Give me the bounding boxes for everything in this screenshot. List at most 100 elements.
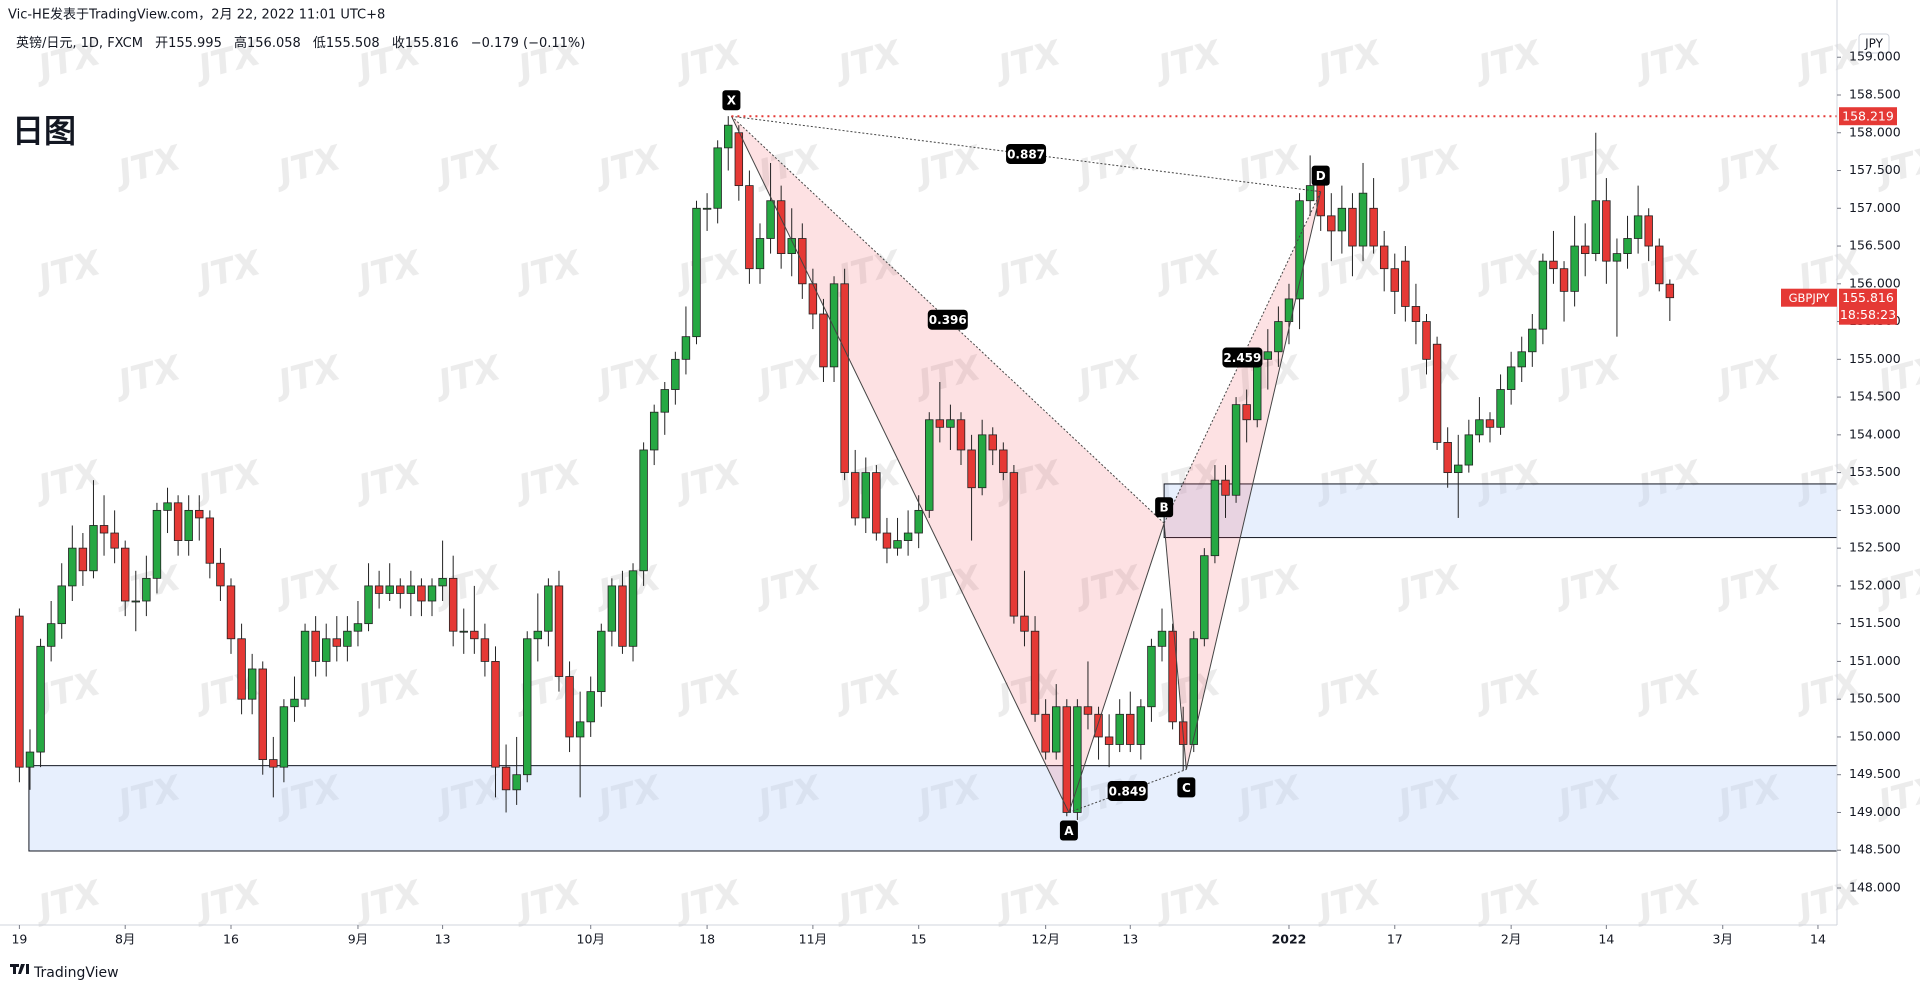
candle-body (89, 525, 98, 572)
x-tick-label: 18 (699, 932, 715, 947)
candle-body (1274, 321, 1283, 353)
candle-body (396, 585, 405, 594)
candle-body (1104, 736, 1114, 745)
candle-body (1221, 479, 1230, 496)
candle-body (861, 472, 870, 519)
y-tick-label: 156.000 (1849, 275, 1901, 290)
candle-body (702, 207, 712, 210)
candle-body (470, 630, 479, 640)
y-tick-label: 152.500 (1849, 540, 1901, 555)
candle-body (639, 449, 648, 572)
x-tick-label: 11月 (799, 932, 827, 947)
x-tick-label: 3月 (1713, 932, 1733, 947)
candle-body (1020, 615, 1029, 632)
y-tick-label: 149.000 (1849, 804, 1901, 819)
pattern-point-label: C (1182, 781, 1191, 795)
candle-body (131, 600, 140, 603)
candle-body (1189, 638, 1198, 745)
candle-body (1612, 253, 1622, 262)
x-tick-label: 9月 (348, 932, 368, 947)
candle-body (120, 547, 130, 602)
x-tick-label: 14 (1810, 932, 1826, 947)
x-tick-label: 8月 (115, 932, 135, 947)
candle-body (322, 638, 331, 662)
candle-body (173, 502, 183, 541)
candle-body (745, 185, 754, 270)
candle-body (364, 585, 373, 625)
candle-body (216, 562, 225, 587)
x-tick-label: 2022 (1272, 932, 1307, 947)
symbol-tag (1781, 288, 1837, 307)
x-tick-label: 14 (1598, 932, 1614, 947)
candle-body (977, 434, 987, 489)
ratio-box (1006, 143, 1047, 164)
candle-body (385, 585, 394, 594)
candle-body (1580, 245, 1590, 254)
candle-body (903, 532, 913, 541)
candle-body (78, 547, 88, 572)
pattern-leg (1185, 191, 1322, 770)
candle-body (142, 577, 151, 602)
candle-body (1168, 630, 1177, 723)
candle-body (1136, 706, 1146, 745)
candle-body (914, 509, 923, 534)
candle-body (290, 698, 299, 708)
ratio-box (1107, 780, 1148, 801)
candle-body (247, 668, 257, 700)
candle-body (618, 585, 627, 647)
y-tick-label: 151.500 (1849, 615, 1901, 630)
candle-body (967, 449, 976, 489)
pattern-point (1311, 165, 1330, 186)
candle-body (1665, 283, 1675, 299)
candle-body (1443, 442, 1452, 474)
price-tag-label: 155.816 (1842, 290, 1894, 305)
pattern-point (1155, 497, 1174, 518)
brand-logo (10, 964, 29, 974)
candle-body (512, 774, 521, 791)
caption: 日图 (12, 112, 76, 150)
candle-body (1041, 713, 1050, 753)
candle-body (1157, 630, 1167, 647)
candle-body (1327, 215, 1336, 232)
candle-body (448, 577, 458, 632)
candle-body (1401, 260, 1410, 307)
candle-body (427, 585, 437, 602)
y-tick-label: 154.500 (1849, 389, 1901, 404)
open-value: 155.995 (168, 36, 222, 51)
ratio-label: 0.887 (1007, 147, 1045, 161)
y-tick-label: 157.500 (1849, 162, 1901, 177)
y-tick-label: 156.500 (1849, 238, 1901, 253)
candle-body (988, 434, 997, 451)
candle-body (956, 419, 966, 451)
candle-body (163, 502, 172, 511)
legend-line: 英镑/日元, 1D, FXCM 开155.995 高156.058 低155.5… (16, 35, 585, 51)
candle-body (798, 238, 807, 285)
candle-body (332, 638, 342, 647)
candle-body (850, 472, 860, 519)
candle-body (1432, 343, 1442, 443)
candle-body (692, 207, 701, 338)
candle-body (1115, 713, 1124, 745)
ratio-box (1222, 347, 1263, 368)
y-tick-label: 157.000 (1849, 200, 1901, 215)
x-tick-label: 13 (1122, 932, 1138, 947)
candle-body (1475, 419, 1484, 436)
candle-body (205, 517, 215, 564)
y-tick-label: 158.000 (1849, 124, 1901, 139)
y-tick-label: 149.500 (1849, 766, 1901, 781)
candle-body (1126, 713, 1135, 745)
currency-box[interactable] (1858, 33, 1890, 54)
candle-body (1517, 351, 1526, 368)
candle-body (46, 623, 56, 647)
candle-body (1379, 245, 1389, 270)
candle-body (1337, 207, 1347, 232)
candle-body (766, 200, 775, 239)
candle-body (1358, 192, 1368, 247)
candle-body (1422, 321, 1431, 360)
candle-body (406, 585, 416, 594)
candle-body (565, 676, 574, 738)
currency[interactable]: JPY (1864, 37, 1884, 51)
zone (1163, 483, 1838, 539)
pattern-leg (1068, 523, 1165, 813)
